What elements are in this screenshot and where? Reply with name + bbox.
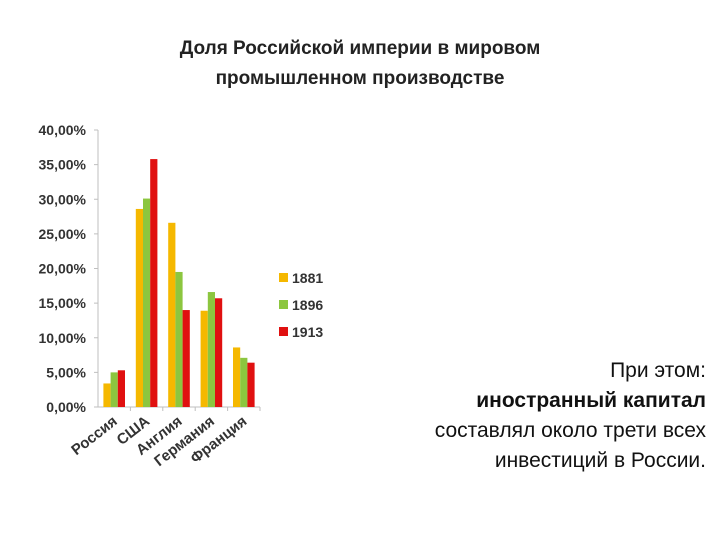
bar-1913-1 [150,159,158,407]
legend-swatch-1896 [279,300,288,309]
note-line-1: При этом: [610,359,706,382]
legend-label-1896: 1896 [292,297,323,313]
y-tick-label: 0,00% [46,399,86,415]
title-line-1: Доля Российской империи в мировом [179,38,541,59]
y-tick-label: 20,00% [39,261,87,277]
bar-1881-3 [200,310,208,407]
bar-1896-2 [175,271,183,407]
bar-1881-0 [103,383,111,407]
note-text: При этом: иностранный капитал составлял … [286,356,706,476]
legend-label-1913: 1913 [292,324,323,340]
note-line-3: составлял около трети всех [434,419,706,442]
bar-1896-1 [143,198,151,407]
title-line-2: промышленном производстве [215,68,505,89]
y-tick-label: 30,00% [39,191,87,207]
y-tick-label: 40,00% [39,122,87,138]
bar-1896-3 [207,292,215,407]
bar-1913-3 [215,298,223,407]
y-tick-label: 35,00% [39,157,87,173]
y-tick-label: 5,00% [46,364,86,380]
note-line-2: иностранный капитал [476,389,706,412]
bar-1881-1 [135,208,143,407]
y-tick-label: 15,00% [39,295,87,311]
y-tick-label: 10,00% [39,330,87,346]
bar-1881-4 [233,347,241,407]
note-line-4: инвестиций в России. [494,449,706,472]
legend-swatch-1881 [279,273,288,282]
legend-swatch-1913 [279,327,288,336]
legend-label-1881: 1881 [292,270,323,286]
bar-1913-4 [247,362,255,407]
chart-title: Доля Российской империи в мировом промыш… [0,34,720,94]
bar-1896-4 [240,357,248,407]
bar-1913-2 [182,310,190,407]
y-tick-label: 25,00% [39,226,87,242]
bar-1896-0 [110,372,118,407]
bar-1881-2 [168,222,176,407]
bar-1913-0 [117,370,125,407]
